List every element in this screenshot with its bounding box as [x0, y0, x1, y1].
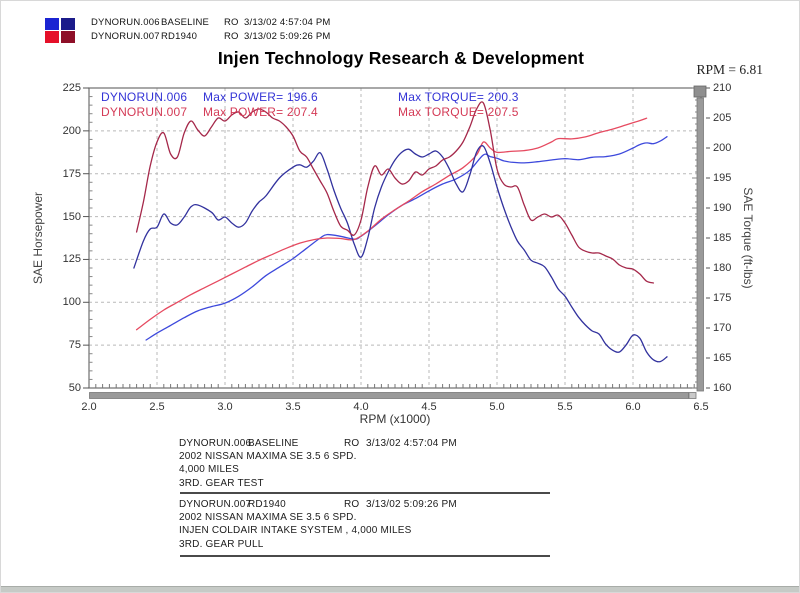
x-tick-label: 6.5 — [693, 401, 709, 413]
footer-label-007: RD1940 — [248, 499, 286, 510]
anno-run-006: DYNORUN.006 — [101, 90, 188, 104]
y-right-tick-label: 160 — [713, 382, 732, 394]
footer-run-007: DYNORUN.007 — [179, 499, 252, 510]
swatch-torque-red — [61, 31, 75, 43]
footer-vehicle-006: 2002 NISSAN MAXIMA SE 3.5 6 SPD. — [179, 451, 357, 462]
y-right-tick-label: 205 — [713, 112, 732, 124]
x-tick-label: 2.0 — [81, 401, 97, 413]
legend-timestamp-006: 3/13/02 4:57:04 PM — [244, 17, 331, 28]
y-cursor-thumb[interactable] — [693, 85, 707, 98]
y-right-tick-label: 165 — [713, 352, 732, 364]
footer-ro-006: RO — [344, 438, 360, 449]
anno-run-007: DYNORUN.007 — [101, 105, 188, 119]
y-right-tick-label: 180 — [713, 262, 732, 274]
footer-run-006: DYNORUN.006 — [179, 438, 252, 449]
x-tick-label: 2.5 — [149, 401, 165, 413]
y-right-tick-label: 190 — [713, 202, 732, 214]
footer-vehicle-007: 2002 NISSAN MAXIMA SE 3.5 6 SPD. — [179, 512, 357, 523]
anno-max-torque-007: Max TORQUE= 207.5 — [398, 105, 519, 119]
y-left-tick-label: 225 — [62, 82, 81, 94]
legend-ro-007: RO — [224, 31, 239, 42]
swatch-torque-blue — [61, 18, 75, 30]
y-right-tick-label: 210 — [713, 82, 732, 94]
anno-max-power-007: Max POWER= 207.4 — [203, 105, 318, 119]
swatch-power-blue — [45, 18, 59, 30]
plot-frame — [88, 87, 702, 389]
y-right-tick-label: 170 — [713, 322, 732, 334]
x-cursor-bar[interactable] — [89, 392, 689, 399]
footer-miles-006: 4,000 MILES — [179, 464, 240, 475]
y-left-tick-label: 50 — [68, 382, 81, 394]
y-left-tick-label: 175 — [62, 167, 81, 180]
x-axis-label: RPM (x1000) — [359, 412, 431, 426]
y-right-tick-label: 185 — [713, 232, 732, 244]
footer-label-006: BASELINE — [248, 438, 299, 449]
y-left-tick-label: 100 — [62, 296, 81, 309]
y-right-tick-label: 195 — [713, 172, 732, 184]
legend-label-006: BASELINE — [161, 17, 210, 28]
x-tick-label: 3.5 — [285, 401, 301, 413]
footer-divider-2 — [180, 555, 550, 557]
swatch-power-red — [45, 31, 59, 43]
x-tick-label: 6.0 — [625, 401, 641, 413]
x-tick-label: 5.0 — [489, 401, 505, 413]
x-tick-label: 3.0 — [217, 401, 233, 413]
footer-divider-1 — [180, 492, 550, 494]
y-right-tick-label: 175 — [713, 292, 732, 304]
y-cursor-bar[interactable] — [696, 97, 704, 392]
page-title: Injen Technology Research & Development — [217, 48, 585, 68]
legend-timestamp-007: 3/13/02 5:09:26 PM — [244, 31, 331, 42]
curve-power-red — [135, 117, 648, 331]
legend-label-007: RD1940 — [161, 31, 198, 42]
anno-max-torque-006: Max TORQUE= 200.3 — [398, 90, 519, 104]
footer-timestamp-007: 3/13/02 5:09:26 PM — [366, 499, 457, 510]
y-left-tick-label: 200 — [62, 124, 81, 137]
y-left-tick-label: 75 — [68, 339, 81, 352]
footer-ro-007: RO — [344, 499, 360, 510]
curve-power-blue — [145, 136, 668, 341]
footer-intake-007: INJEN COLDAIR INTAKE SYSTEM , 4,000 MILE… — [179, 525, 412, 536]
anno-max-power-006: Max POWER= 196.6 — [203, 90, 318, 104]
legend-ro-006: RO — [224, 17, 239, 28]
curve-torque-red — [135, 101, 655, 284]
y-left-tick-label: 125 — [62, 253, 81, 266]
y-right-tick-label: 200 — [713, 142, 732, 154]
curve-torque-blue — [133, 145, 668, 363]
y-left-tick-label: 150 — [62, 210, 81, 223]
footer-gear-007: 3RD. GEAR PULL — [179, 539, 264, 550]
footer-gear-006: 3RD. GEAR TEST — [179, 478, 264, 489]
x-tick-label: 5.5 — [557, 401, 573, 413]
y-left-axis-label: SAE Horsepower — [31, 191, 45, 285]
legend-run-006: DYNORUN.006 — [91, 17, 160, 28]
window-bottom-edge — [1, 586, 799, 592]
rpm-cursor-readout: RPM = 6.81 — [696, 62, 763, 77]
x-tick-label: 4.5 — [421, 401, 437, 413]
x-cursor-end-notch[interactable] — [688, 392, 697, 399]
legend-run-007: DYNORUN.007 — [91, 31, 160, 42]
x-tick-label: 4.0 — [353, 401, 369, 413]
footer-timestamp-006: 3/13/02 4:57:04 PM — [366, 438, 457, 449]
